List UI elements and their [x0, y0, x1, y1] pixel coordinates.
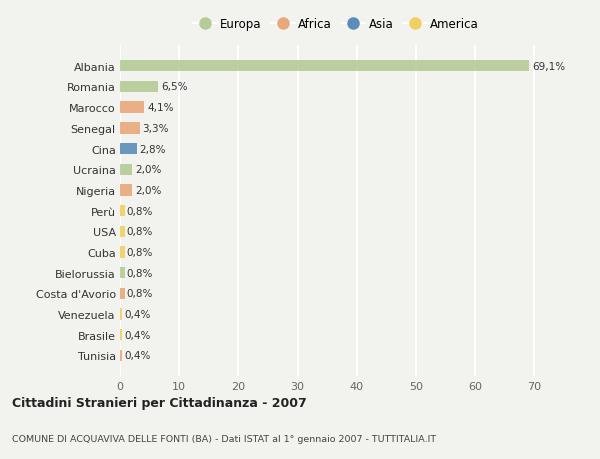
Text: 0,8%: 0,8% — [127, 206, 153, 216]
Text: 4,1%: 4,1% — [147, 103, 174, 113]
Text: 6,5%: 6,5% — [161, 82, 188, 92]
Bar — [120, 123, 140, 134]
Bar — [120, 102, 144, 113]
Text: 0,8%: 0,8% — [127, 268, 153, 278]
Bar — [120, 350, 122, 361]
Bar — [120, 144, 137, 155]
Text: 0,8%: 0,8% — [127, 227, 153, 237]
Text: 0,4%: 0,4% — [124, 330, 151, 340]
Bar — [120, 330, 122, 341]
Text: 0,4%: 0,4% — [124, 351, 151, 361]
Bar — [120, 61, 529, 72]
Bar — [120, 226, 125, 237]
Text: 3,3%: 3,3% — [142, 123, 169, 134]
Text: 2,0%: 2,0% — [135, 185, 161, 196]
Text: 2,0%: 2,0% — [135, 165, 161, 175]
Text: 0,4%: 0,4% — [124, 309, 151, 319]
Bar — [120, 288, 125, 299]
Bar — [120, 206, 125, 217]
Text: COMUNE DI ACQUAVIVA DELLE FONTI (BA) - Dati ISTAT al 1° gennaio 2007 - TUTTITALI: COMUNE DI ACQUAVIVA DELLE FONTI (BA) - D… — [12, 434, 436, 442]
Text: 2,8%: 2,8% — [140, 144, 166, 154]
Bar — [120, 82, 158, 93]
Bar — [120, 164, 132, 175]
Bar — [120, 247, 125, 258]
Bar — [120, 268, 125, 279]
Text: 69,1%: 69,1% — [532, 62, 565, 72]
Text: 0,8%: 0,8% — [127, 289, 153, 299]
Legend: Europa, Africa, Asia, America: Europa, Africa, Asia, America — [191, 16, 481, 33]
Bar — [120, 185, 132, 196]
Bar — [120, 309, 122, 320]
Text: Cittadini Stranieri per Cittadinanza - 2007: Cittadini Stranieri per Cittadinanza - 2… — [12, 396, 307, 409]
Text: 0,8%: 0,8% — [127, 247, 153, 257]
